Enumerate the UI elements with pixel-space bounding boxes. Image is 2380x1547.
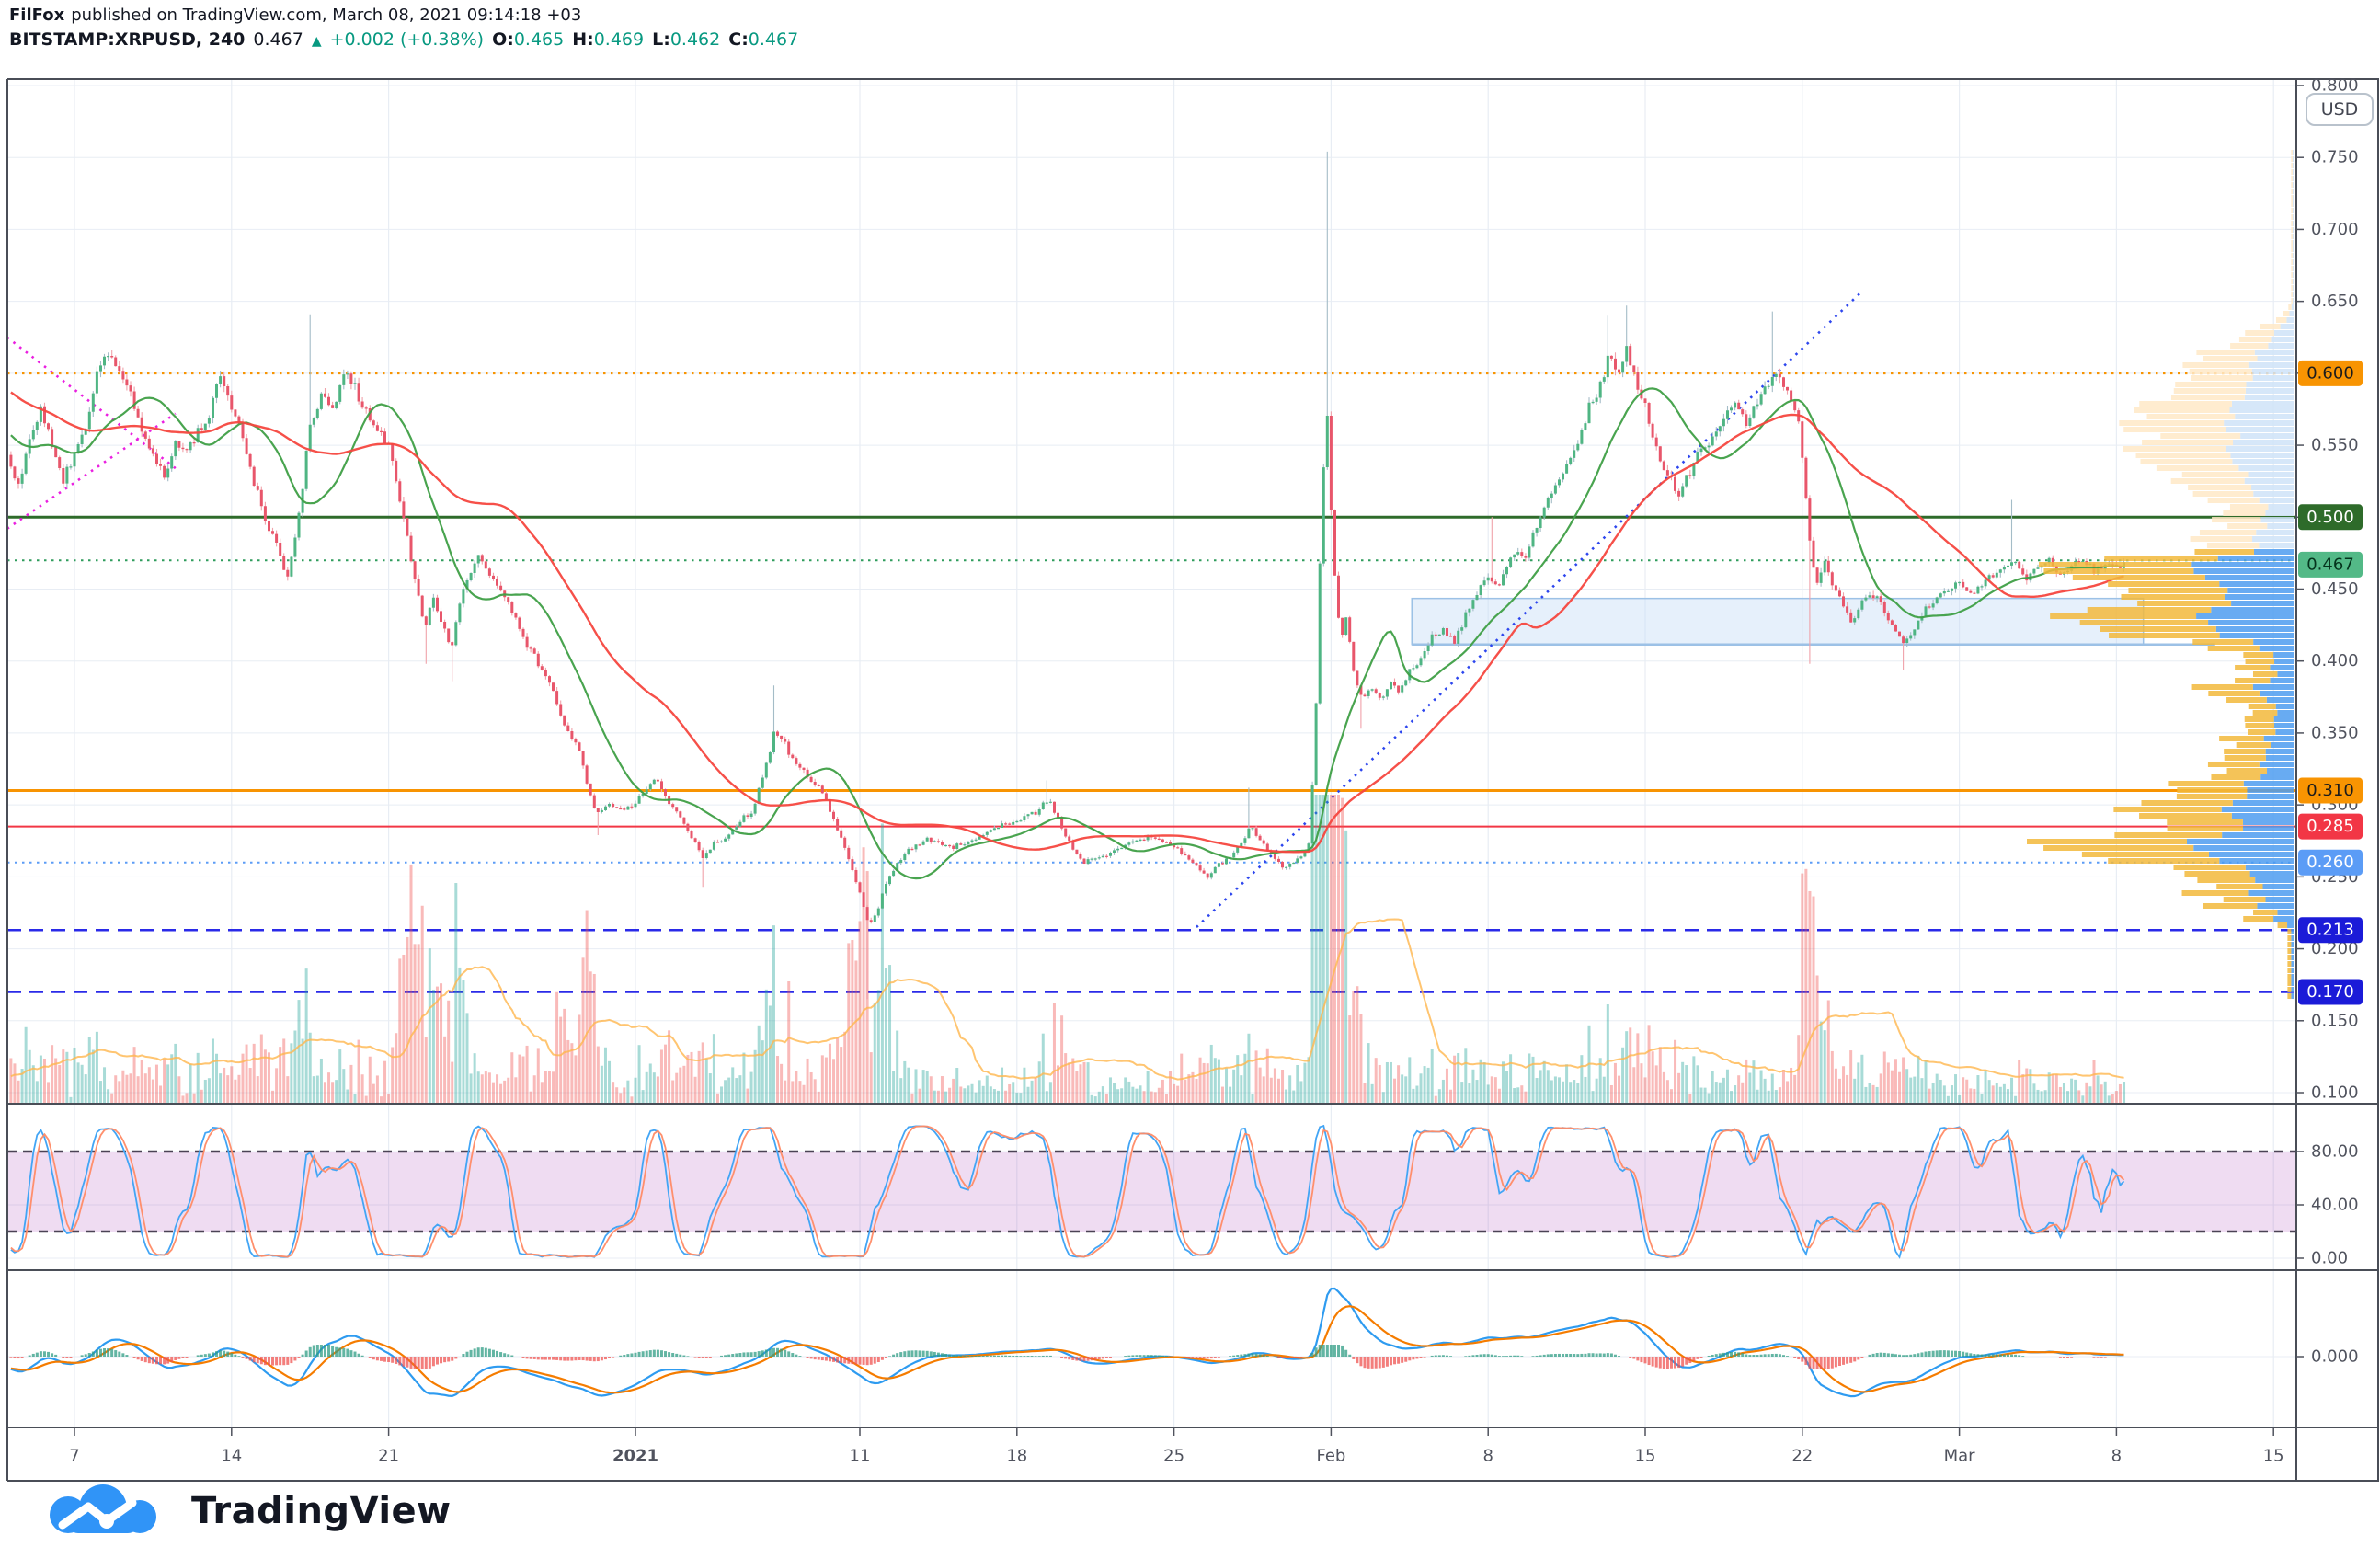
- published-line: FilFox published on TradingView.com, Marc…: [9, 4, 798, 28]
- level-badge: [2298, 360, 2363, 386]
- svg-text:0.700: 0.700: [2311, 220, 2359, 239]
- svg-text:22: 22: [1791, 1447, 1813, 1466]
- time-axis[interactable]: 7 14 21 2021 11 18 25 Feb 8 15 22 Mar 8 15: [69, 1427, 2284, 1466]
- svg-text:0.213: 0.213: [2306, 921, 2354, 940]
- svg-text:0.500: 0.500: [2306, 508, 2354, 527]
- svg-text:8: 8: [2111, 1447, 2122, 1466]
- ma-slow: [10, 391, 2124, 854]
- open-value: 0.465: [513, 29, 565, 50]
- svg-text:USD: USD: [2321, 99, 2359, 120]
- svg-text:Feb: Feb: [1316, 1447, 1345, 1466]
- stoch-k-line: [10, 1124, 2125, 1259]
- wedge-upper: [6, 336, 177, 470]
- stoch-d-line: [10, 1125, 2125, 1258]
- price-badges: 0.600 0.500 0.310 0.285 0.260 0.213 0.170 0.467: [2298, 360, 2363, 1005]
- svg-text:0.170: 0.170: [2306, 982, 2354, 1002]
- cloud-logo-icon: [50, 1484, 156, 1533]
- svg-text:0.200: 0.200: [2311, 939, 2359, 958]
- consolidation-zone: [1411, 597, 2215, 646]
- level-badge: [2298, 504, 2363, 531]
- close-value: 0.467: [748, 29, 799, 50]
- brand-name: TradingView: [191, 1490, 452, 1532]
- price-axis[interactable]: 0.800 0.750 0.700 0.650 0.600 0.550 0.500 0.450…: [2296, 75, 2359, 1367]
- svg-text:14: 14: [221, 1447, 242, 1466]
- svg-text:0.285: 0.285: [2306, 817, 2354, 836]
- down-wicks: [10, 343, 2122, 1000]
- author-name: FilFox: [9, 6, 65, 25]
- svg-text:8: 8: [1482, 1447, 1493, 1466]
- svg-text:0.600: 0.600: [2306, 363, 2354, 383]
- symbol-line: BITSTAMP:XRPUSD, 240 0.467 ▲ +0.002 (+0.…: [9, 28, 798, 54]
- footer-branding: TradingView: [37, 1484, 452, 1538]
- price-level-lines: [7, 372, 2296, 993]
- high-pair: H:0.469: [572, 29, 645, 50]
- macd-pane: [10, 1287, 2124, 1398]
- svg-text:0.400: 0.400: [2311, 651, 2359, 670]
- last-price: 0.467: [253, 29, 303, 50]
- ma-slow-line: [10, 391, 2124, 854]
- level-badge: [2298, 917, 2363, 944]
- volume-profile: [2027, 150, 2294, 999]
- svg-text:0.000: 0.000: [2311, 1347, 2359, 1367]
- svg-text:0.260: 0.260: [2306, 853, 2354, 872]
- svg-text:40.00: 40.00: [2311, 1196, 2359, 1215]
- svg-text:15: 15: [2263, 1447, 2284, 1466]
- change-arrow-icon: ▲: [311, 34, 322, 49]
- stochastic-pane: [7, 1124, 2296, 1259]
- published-text: published on TradingView.com, March 08, …: [71, 6, 582, 25]
- macd-signal-line: [10, 1305, 2124, 1394]
- level-badge: [2298, 979, 2363, 1005]
- low-pair: L:0.462: [652, 29, 721, 50]
- svg-text:0.800: 0.800: [2311, 75, 2359, 95]
- currency-toggle-button[interactable]: USD: [2306, 93, 2374, 126]
- tradingview-logo[interactable]: [37, 1484, 175, 1538]
- snapshot-header: FilFox published on TradingView.com, Marc…: [9, 4, 798, 54]
- svg-text:0.467: 0.467: [2306, 555, 2354, 574]
- svg-text:0.100: 0.100: [2311, 1083, 2359, 1103]
- high-value: 0.469: [593, 29, 645, 50]
- low-value: 0.462: [669, 29, 721, 50]
- svg-text:80.00: 80.00: [2311, 1142, 2359, 1162]
- svg-text:21: 21: [378, 1447, 399, 1466]
- level-badge: [2298, 849, 2363, 876]
- symbol-title[interactable]: BITSTAMP:XRPUSD, 240: [9, 29, 246, 50]
- wedge-lower: [6, 412, 177, 530]
- candlesticks: [9, 151, 2125, 1000]
- macd-line: [10, 1287, 2124, 1398]
- svg-text:18: 18: [1006, 1447, 1027, 1466]
- svg-text:0.650: 0.650: [2311, 292, 2359, 311]
- level-badge: [2298, 777, 2363, 804]
- svg-text:2021: 2021: [612, 1447, 658, 1466]
- ma-fast: [10, 387, 2124, 880]
- svg-text:25: 25: [1163, 1447, 1184, 1466]
- svg-text:15: 15: [1635, 1447, 1656, 1466]
- svg-text:0.350: 0.350: [2311, 723, 2359, 742]
- svg-text:7: 7: [69, 1447, 79, 1466]
- svg-text:0.450: 0.450: [2311, 579, 2359, 599]
- close-pair: C:0.467: [728, 29, 799, 50]
- svg-text:Mar: Mar: [1944, 1447, 1976, 1466]
- svg-text:0.550: 0.550: [2311, 436, 2359, 455]
- svg-text:0.00: 0.00: [2311, 1249, 2348, 1268]
- macd-histogram: [9, 1345, 2107, 1369]
- open-pair: O:0.465: [492, 29, 565, 50]
- trendlines: [6, 292, 1862, 929]
- svg-text:0.750: 0.750: [2311, 148, 2359, 167]
- level-badge: [2298, 813, 2363, 840]
- price-change: +0.002 (+0.38%): [329, 29, 485, 50]
- current-price-badge: [2298, 551, 2363, 578]
- svg-text:0.150: 0.150: [2311, 1011, 2359, 1030]
- ma-fast-line: [10, 387, 2124, 880]
- svg-text:11: 11: [850, 1447, 871, 1466]
- svg-text:0.310: 0.310: [2306, 781, 2354, 800]
- volume-ma-line: [10, 918, 2124, 1081]
- pane-frame: [6, 78, 2379, 1482]
